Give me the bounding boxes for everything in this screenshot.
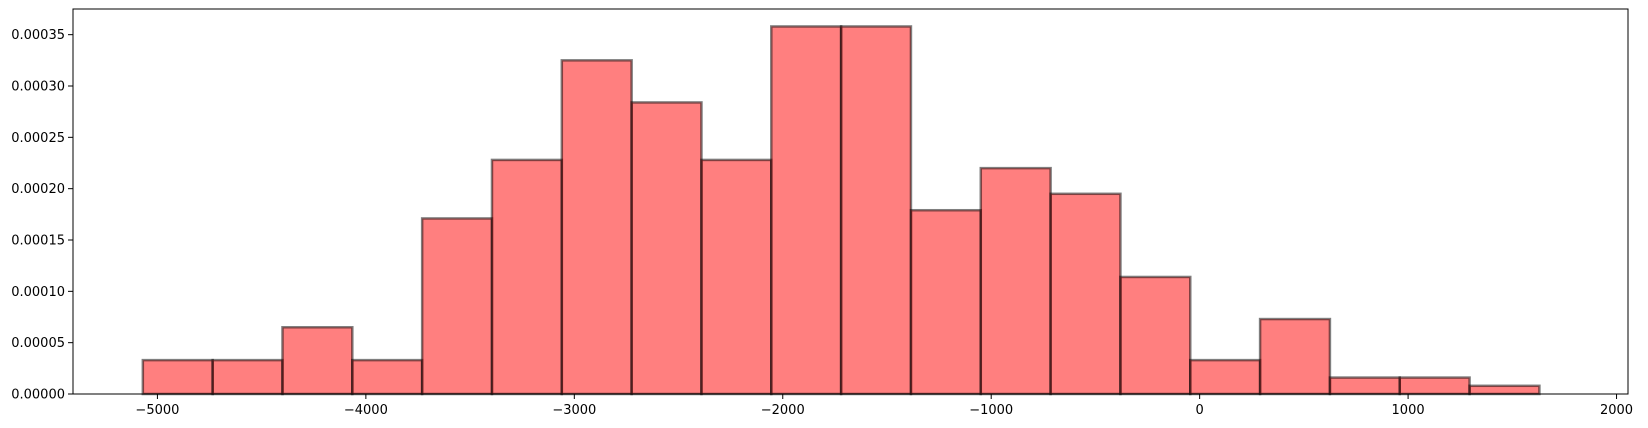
histogram-bar: [1189, 358, 1262, 396]
bars-group: [141, 25, 1541, 396]
histogram-bar: [1049, 192, 1122, 396]
x-tick-label: 0: [1196, 403, 1204, 418]
histogram-bar: [1468, 384, 1541, 396]
y-tick-label: 0.00005: [11, 336, 65, 351]
histogram-bar: [420, 217, 494, 396]
y-tick-label: 0.00010: [11, 285, 65, 300]
x-tick-label: 1000: [1392, 403, 1425, 418]
x-tick-label: −3000: [552, 403, 596, 418]
x-tick-label: −4000: [344, 403, 388, 418]
x-axis-ticks: −5000 −4000 −3000 −2000 −1000 0 1000 2000: [135, 394, 1633, 418]
histogram-bar: [979, 166, 1052, 396]
x-tick-label: −5000: [135, 403, 179, 418]
histogram-bar: [211, 358, 284, 396]
y-tick-label: 0.00020: [11, 182, 65, 197]
histogram-bar: [141, 358, 214, 396]
x-tick-label: −2000: [761, 403, 805, 418]
y-tick-label: 0.00000: [11, 388, 65, 403]
histogram-bar: [909, 208, 983, 396]
x-tick-label: 2000: [1600, 403, 1633, 418]
x-tick-label: −1000: [969, 403, 1013, 418]
histogram-bar: [1398, 376, 1471, 396]
y-tick-label: 0.00025: [11, 131, 65, 146]
histogram-bar: [281, 326, 354, 396]
histogram-bar: [700, 158, 773, 396]
histogram-bar: [490, 158, 564, 396]
plot-frame: [72, 8, 1629, 395]
y-tick-label: 0.00035: [11, 28, 65, 43]
y-tick-label: 0.00015: [11, 234, 65, 249]
y-tick-label: 0.00030: [11, 80, 65, 95]
histogram-bar: [630, 101, 703, 396]
histogram-bar: [839, 25, 913, 396]
histogram-bar: [1258, 317, 1332, 396]
histogram-bar: [1328, 376, 1402, 396]
y-axis-ticks: 0.00000 0.00005 0.00010 0.00015 0.00020 0.000…: [11, 28, 73, 403]
histogram-bar: [351, 358, 424, 396]
histogram-bar: [1119, 275, 1192, 396]
histogram-bar: [770, 25, 843, 396]
histogram-bar: [560, 59, 633, 396]
